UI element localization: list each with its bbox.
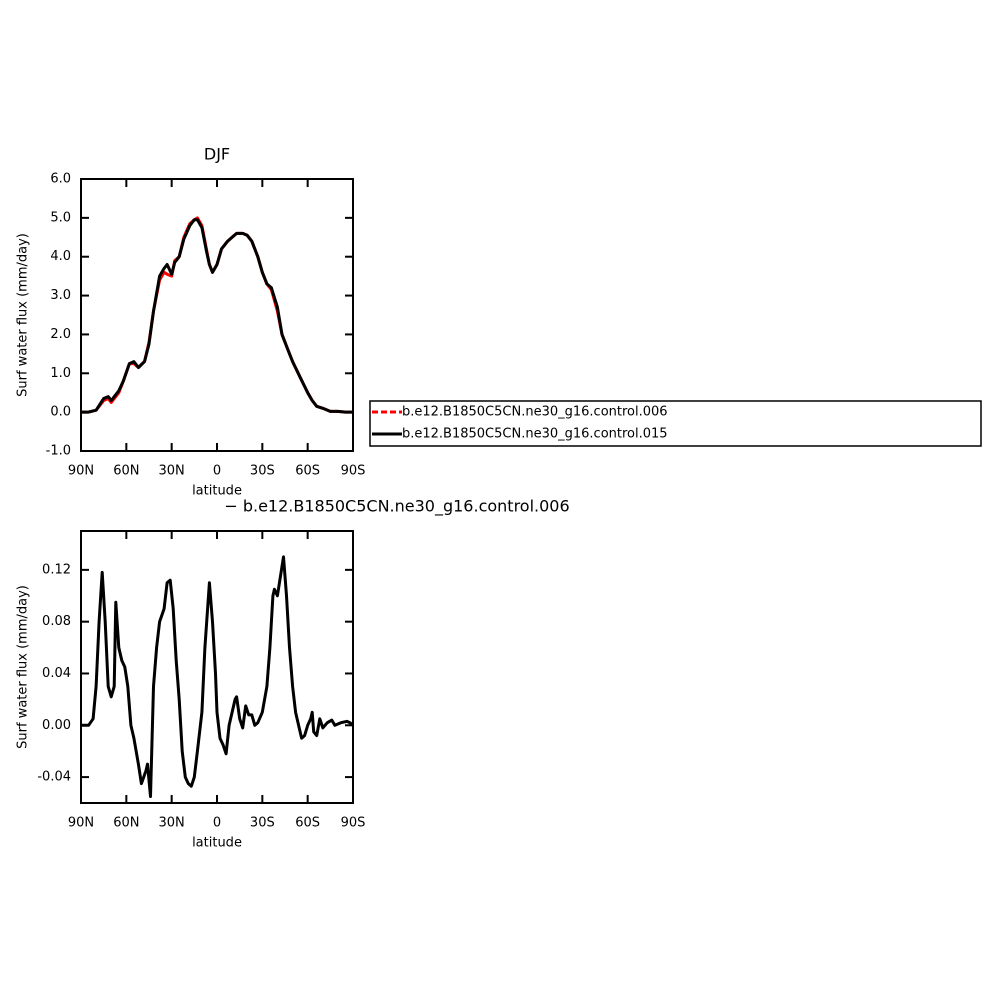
x-tick-label: 90N xyxy=(68,816,94,831)
x-tick-label: 30S xyxy=(250,816,275,831)
legend-label: b.e12.B1850C5CN.ne30_g16.control.006 xyxy=(402,405,668,420)
x-tick-label: 30N xyxy=(159,816,185,831)
x-axis-label: latitude xyxy=(192,484,242,499)
y-tick-label: 1.0 xyxy=(50,366,71,381)
y-tick-label: 0.12 xyxy=(42,562,71,577)
y-tick-label: 4.0 xyxy=(50,249,71,264)
chart-title: − b.e12.B1850C5CN.ne30_g16.control.006 xyxy=(224,497,569,517)
y-axis-label: Surf water flux (mm/day) xyxy=(16,585,31,749)
y-tick-label: 0.0 xyxy=(50,405,71,420)
x-tick-label: 0 xyxy=(213,816,221,831)
x-tick-label: 30S xyxy=(250,464,275,479)
x-tick-label: 90S xyxy=(341,464,366,479)
y-tick-label: 3.0 xyxy=(50,288,71,303)
legend-box xyxy=(369,400,982,447)
x-tick-label: 0 xyxy=(213,464,221,479)
x-tick-label: 60S xyxy=(295,816,320,831)
y-axis-label: Surf water flux (mm/day) xyxy=(16,233,31,397)
plot-frame xyxy=(80,530,354,804)
chart-title: DJF xyxy=(204,145,230,164)
y-tick-label: -0.04 xyxy=(37,770,71,785)
legend-label: b.e12.B1850C5CN.ne30_g16.control.015 xyxy=(402,427,668,442)
data-line xyxy=(81,555,354,798)
y-tick-label: 0.04 xyxy=(42,666,71,681)
plot-frame xyxy=(80,178,354,452)
y-tick-label: -1.0 xyxy=(46,444,71,459)
y-tick-label: 5.0 xyxy=(50,210,71,225)
y-tick-label: 0.00 xyxy=(42,718,71,733)
x-tick-label: 90N xyxy=(68,464,94,479)
y-tick-label: 0.08 xyxy=(42,614,71,629)
x-tick-label: 60S xyxy=(295,464,320,479)
x-tick-label: 30N xyxy=(159,464,185,479)
x-tick-label: 60N xyxy=(113,816,139,831)
y-tick-label: 6.0 xyxy=(50,172,71,187)
x-tick-label: 60N xyxy=(113,464,139,479)
x-tick-label: 90S xyxy=(341,816,366,831)
data-line xyxy=(81,218,353,414)
y-tick-label: 2.0 xyxy=(50,327,71,342)
x-axis-label: latitude xyxy=(192,836,242,851)
